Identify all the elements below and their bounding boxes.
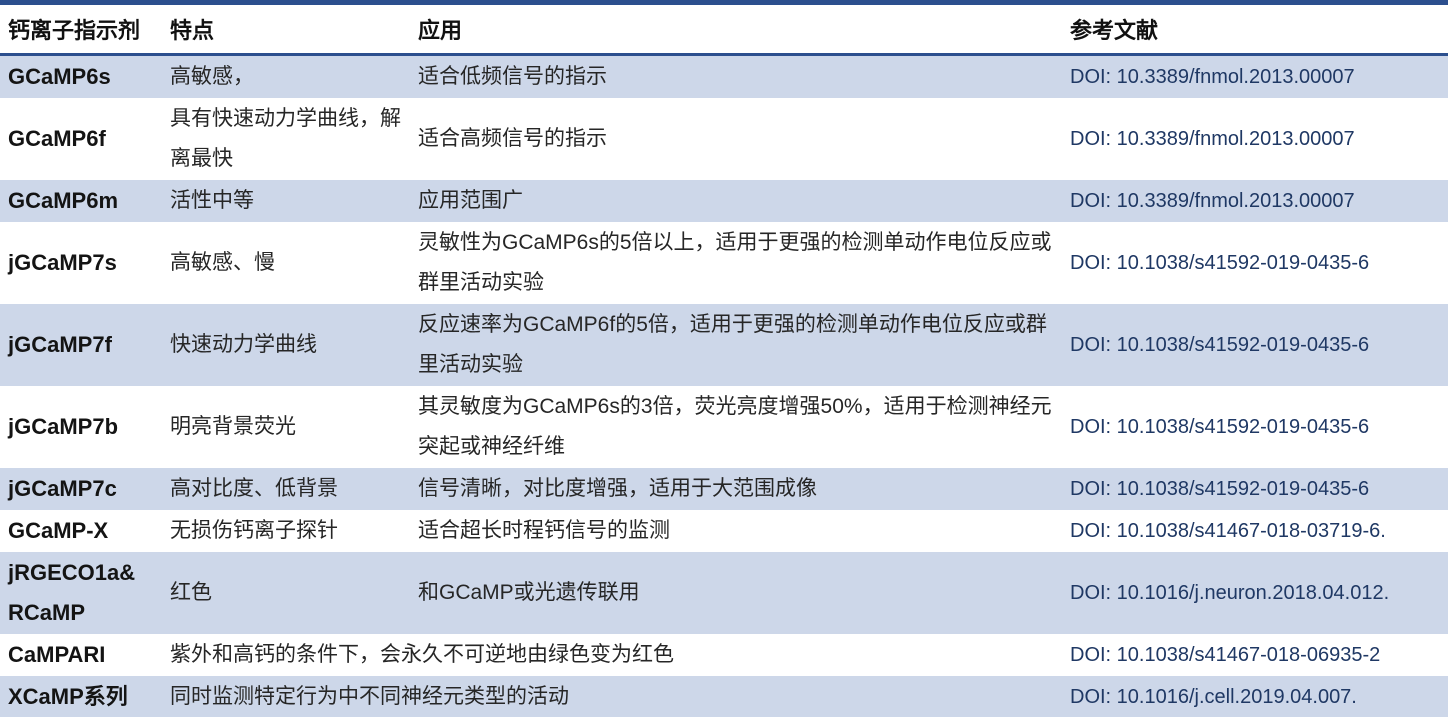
header-indicator: 钙离子指示剂 [0, 2, 162, 56]
application-cell: 适合超长时程钙信号的监测 [418, 519, 670, 542]
table-row: jGCaMP7c 高对比度、低背景 信号清晰，对比度增强，适用于大范围成像 DO… [0, 468, 1448, 510]
header-application: 应用 [410, 2, 1062, 56]
indicator-cell: jGCaMP7f [8, 332, 112, 357]
features-cell: 紫外和高钙的条件下，会永久不可逆地由绿色变为红色 [170, 643, 674, 666]
table-row: GCaMP6s 高敏感， 适合低频信号的指示 DOI: 10.3389/fnmo… [0, 54, 1448, 98]
table-row: jGCaMP7f 快速动力学曲线 反应速率为GCaMP6f的5倍，适用于更强的检… [0, 304, 1448, 386]
reference-cell: DOI: 10.1038/s41592-019-0435-6 [1070, 334, 1370, 356]
application-cell: 灵敏性为GCaMP6s的5倍以上，适用于更强的检测单动作电位反应或群里活动实验 [418, 231, 1052, 294]
reference-cell: DOI: 10.1016/j.cell.2019.04.007. [1070, 686, 1357, 708]
features-cell: 同时监测特定行为中不同神经元类型的活动 [170, 685, 569, 708]
table-row: jGCaMP7b 明亮背景荧光 其灵敏度为GCaMP6s的3倍，荧光亮度增强50… [0, 386, 1448, 468]
features-cell: 高敏感， [170, 65, 254, 88]
features-cell: 活性中等 [170, 189, 254, 212]
features-cell: 红色 [170, 581, 212, 604]
header-features: 特点 [162, 2, 410, 56]
reference-cell: DOI: 10.1038/s41592-019-0435-6 [1070, 416, 1370, 438]
reference-cell: DOI: 10.1016/j.neuron.2018.04.012. [1070, 582, 1390, 604]
indicator-cell: CaMPARI [8, 642, 106, 667]
header-reference: 参考文献 [1062, 2, 1448, 56]
indicator-cell: XCaMP系列 [8, 684, 128, 709]
features-cell: 高对比度、低背景 [170, 477, 338, 500]
application-cell: 和GCaMP或光遗传联用 [418, 581, 640, 604]
reference-cell: DOI: 10.1038/s41592-019-0435-6 [1070, 478, 1370, 500]
reference-cell: DOI: 10.1038/s41467-018-06935-2 [1070, 644, 1381, 666]
application-cell: 其灵敏度为GCaMP6s的3倍，荧光亮度增强50%，适用于检测神经元突起或神经纤… [418, 395, 1052, 458]
features-cell: 快速动力学曲线 [170, 333, 317, 356]
indicator-cell: jRGECO1a&RCaMP [8, 560, 136, 625]
indicator-cell: GCaMP-X [8, 518, 109, 543]
features-cell: 具有快速动力学曲线，解离最快 [170, 107, 401, 170]
header-row: 钙离子指示剂 特点 应用 参考文献 [0, 2, 1448, 56]
reference-cell: DOI: 10.3389/fnmol.2013.00007 [1070, 128, 1355, 150]
table-row: GCaMP6m 活性中等 应用范围广 DOI: 10.3389/fnmol.20… [0, 180, 1448, 222]
indicator-cell: jGCaMP7s [8, 250, 117, 275]
reference-cell: DOI: 10.1038/s41467-018-03719-6. [1070, 520, 1386, 542]
indicator-cell: jGCaMP7c [8, 476, 117, 501]
indicator-cell: jGCaMP7b [8, 414, 119, 439]
table-row: GCaMP6f 具有快速动力学曲线，解离最快 适合高频信号的指示 DOI: 10… [0, 98, 1448, 180]
table-row: GCaMP-X 无损伤钙离子探针 适合超长时程钙信号的监测 DOI: 10.10… [0, 510, 1448, 552]
application-cell: 反应速率为GCaMP6f的5倍，适用于更强的检测单动作电位反应或群里活动实验 [418, 313, 1047, 376]
table-row: jRGECO1a&RCaMP 红色 和GCaMP或光遗传联用 DOI: 10.1… [0, 552, 1448, 634]
application-cell: 适合高频信号的指示 [418, 127, 607, 150]
application-cell: 信号清晰，对比度增强，适用于大范围成像 [418, 477, 817, 500]
table-row: XCaMP系列 同时监测特定行为中不同神经元类型的活动 DOI: 10.1016… [0, 676, 1448, 717]
reference-cell: DOI: 10.3389/fnmol.2013.00007 [1070, 66, 1355, 88]
reference-cell: DOI: 10.3389/fnmol.2013.00007 [1070, 190, 1355, 212]
reference-cell: DOI: 10.1038/s41592-019-0435-6 [1070, 252, 1370, 274]
features-cell: 明亮背景荧光 [170, 415, 296, 438]
table-row: CaMPARI 紫外和高钙的条件下，会永久不可逆地由绿色变为红色 DOI: 10… [0, 634, 1448, 676]
indicator-cell: GCaMP6m [8, 188, 119, 213]
application-cell: 应用范围广 [418, 189, 523, 212]
table-header: 钙离子指示剂 特点 应用 参考文献 [0, 2, 1448, 56]
features-cell: 高敏感、慢 [170, 251, 275, 274]
indicator-cell: GCaMP6f [8, 126, 106, 151]
application-cell: 适合低频信号的指示 [418, 65, 607, 88]
table-row: jGCaMP7s 高敏感、慢 灵敏性为GCaMP6s的5倍以上，适用于更强的检测… [0, 222, 1448, 304]
indicator-cell: GCaMP6s [8, 64, 111, 89]
features-cell: 无损伤钙离子探针 [170, 519, 338, 542]
table-body: GCaMP6s 高敏感， 适合低频信号的指示 DOI: 10.3389/fnmo… [0, 54, 1448, 717]
